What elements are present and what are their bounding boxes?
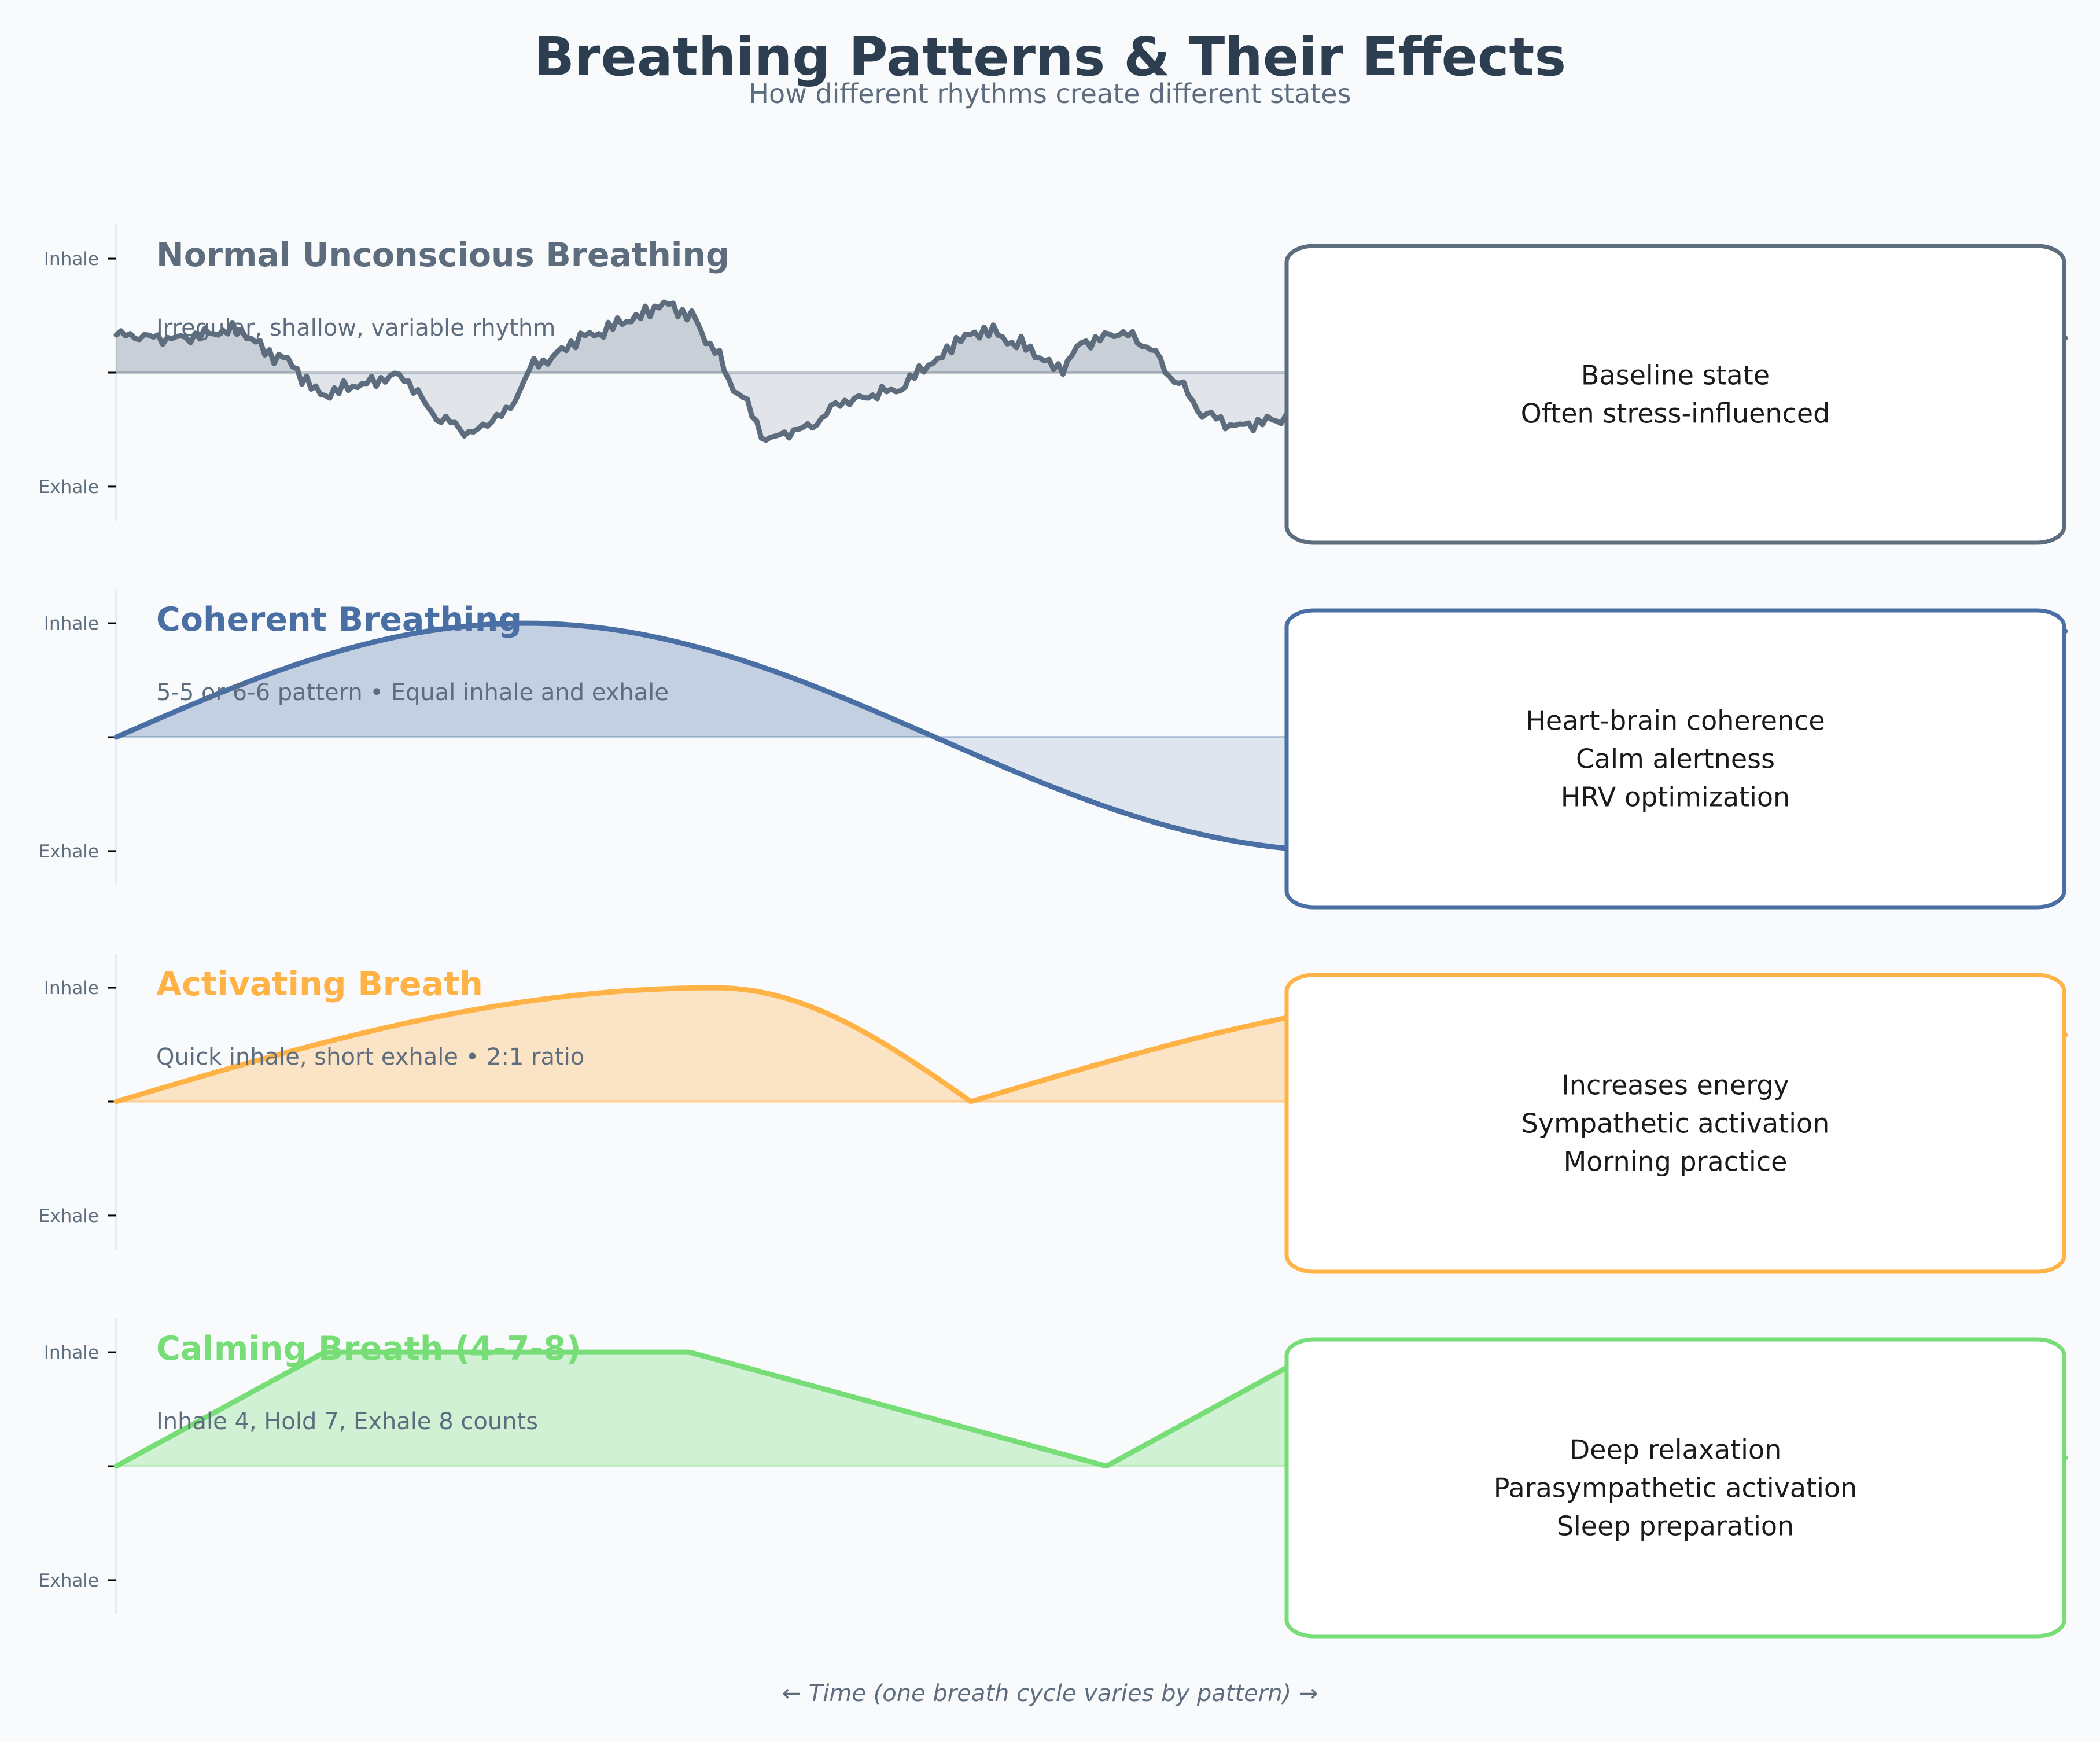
y-tick-label: Inhale bbox=[44, 978, 99, 999]
panel-title: Coherent Breathing bbox=[156, 601, 522, 639]
y-tick-label: Inhale bbox=[44, 613, 99, 634]
panel-4: Inhale Exhale Calming Breath (4-7-8) Inhale… bbox=[39, 1318, 2068, 1639]
y-tick-label: Inhale bbox=[44, 249, 99, 270]
y-tick-label: Exhale bbox=[39, 1570, 99, 1591]
panel-title: Activating Breath bbox=[156, 965, 483, 1003]
y-tick-label: Exhale bbox=[39, 477, 99, 498]
y-tick-label: Inhale bbox=[44, 1342, 99, 1363]
effects-box: Increases energy Sympathetic activation Mo… bbox=[1284, 973, 2066, 1274]
effect-item: Morning practice bbox=[1564, 1146, 1788, 1177]
effects-box: Baseline state Often stress-influenced bbox=[1284, 244, 2066, 545]
panel-subtitle: Quick inhale, short exhale • 2:1 ratio bbox=[156, 1044, 584, 1070]
panel-title: Normal Unconscious Breathing bbox=[156, 236, 730, 274]
effect-item: Deep relaxation bbox=[1570, 1434, 1782, 1466]
effects-box-border bbox=[1284, 608, 2066, 910]
effect-item: Heart-brain coherence bbox=[1526, 705, 1825, 737]
effect-item: Sleep preparation bbox=[1557, 1511, 1794, 1542]
effects-box: Heart-brain coherence Calm alertness HRV o… bbox=[1284, 608, 2066, 910]
panel-2: Inhale Exhale Coherent Breathing 5-5 or 6-6… bbox=[39, 589, 2068, 910]
effect-item: Often stress-influenced bbox=[1521, 398, 1830, 429]
chart-title: Breathing Patterns & Their Effects bbox=[534, 26, 1566, 88]
panel-subtitle: 5-5 or 6-6 pattern • Equal inhale and ex… bbox=[156, 679, 669, 706]
y-tick-label: Exhale bbox=[39, 1206, 99, 1227]
effect-item: Parasympathetic activation bbox=[1494, 1473, 1857, 1504]
y-tick-label: Exhale bbox=[39, 841, 99, 862]
inhale-area bbox=[116, 623, 2065, 737]
panel-title: Calming Breath (4-7-8) bbox=[156, 1330, 581, 1368]
panel-3: Inhale Exhale Activating Breath Quick inhal… bbox=[39, 954, 2068, 1274]
panel-1: Inhale Exhale Normal Unconscious Breathing… bbox=[39, 224, 2068, 545]
effect-item: Increases energy bbox=[1561, 1070, 1789, 1101]
effects-box-border bbox=[1284, 1337, 2066, 1639]
effect-item: HRV optimization bbox=[1561, 782, 1790, 813]
panel-subtitle: Irregular, shallow, variable rhythm bbox=[156, 315, 555, 341]
effect-item: Baseline state bbox=[1581, 360, 1770, 391]
effects-box-border bbox=[1284, 244, 2066, 545]
effects-box-border bbox=[1284, 973, 2066, 1274]
panel-subtitle: Inhale 4, Hold 7, Exhale 8 counts bbox=[156, 1408, 538, 1435]
chart-subtitle: How different rhythms create different s… bbox=[749, 78, 1351, 109]
x-axis-label: ← Time (one breath cycle varies by patte… bbox=[782, 1680, 1318, 1707]
effects-box: Deep relaxation Parasympathetic activatio… bbox=[1284, 1337, 2066, 1639]
effect-item: Sympathetic activation bbox=[1521, 1108, 1830, 1139]
effect-item: Calm alertness bbox=[1576, 743, 1775, 775]
